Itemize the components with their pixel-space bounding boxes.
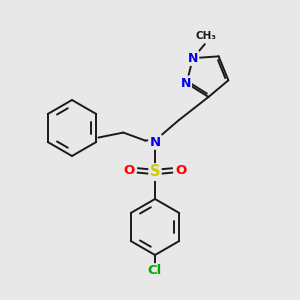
Text: O: O	[123, 164, 135, 176]
Text: Cl: Cl	[148, 265, 162, 278]
Text: N: N	[180, 77, 191, 90]
Text: O: O	[176, 164, 187, 176]
Text: N: N	[188, 52, 198, 64]
Text: N: N	[149, 136, 161, 148]
Text: S: S	[150, 164, 160, 179]
Text: CH₃: CH₃	[195, 31, 216, 41]
